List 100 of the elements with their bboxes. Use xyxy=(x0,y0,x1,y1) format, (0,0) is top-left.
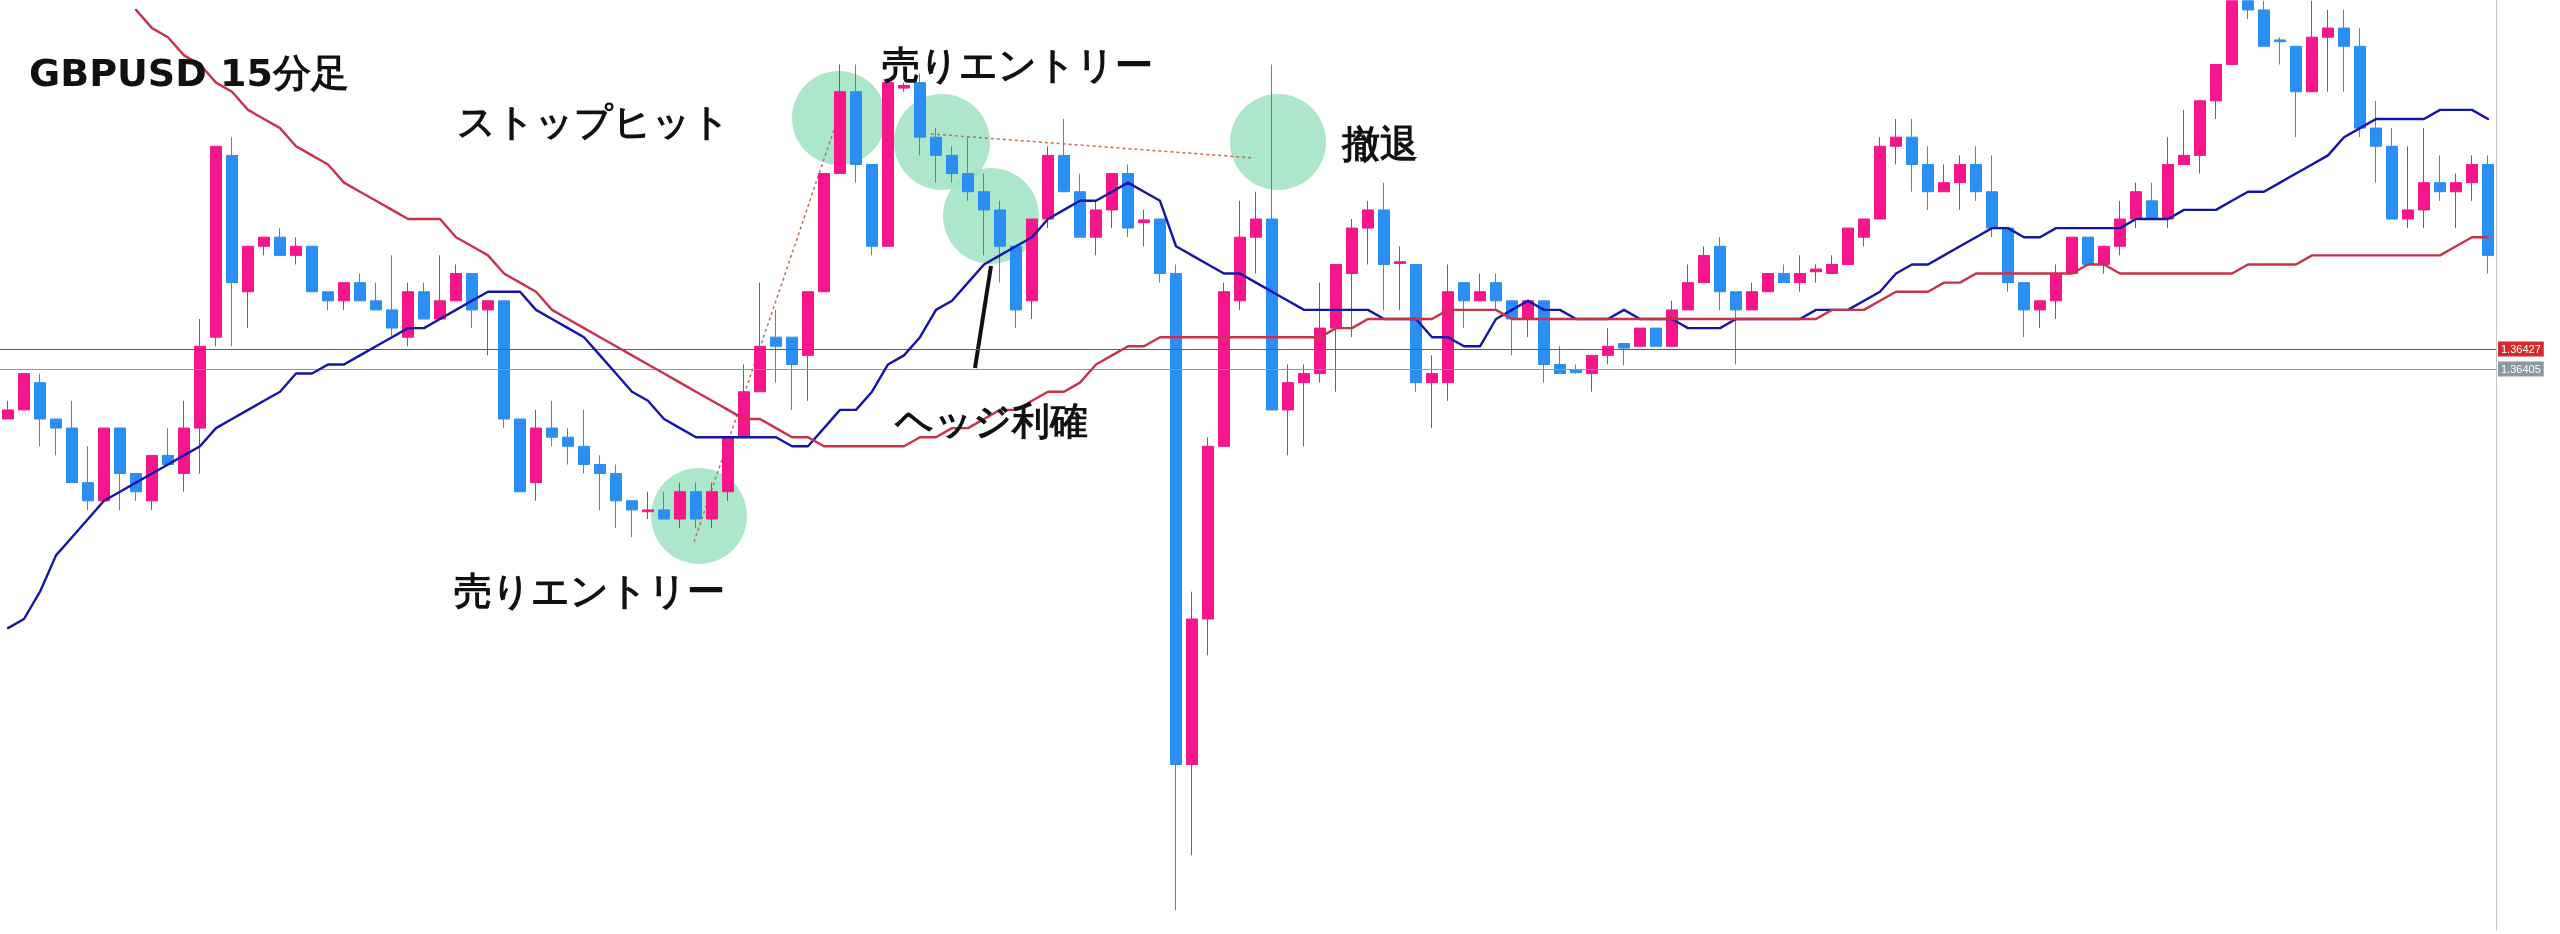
annotation: 売りエントリー xyxy=(882,43,1153,87)
candlestick xyxy=(658,491,670,520)
candlestick xyxy=(1714,236,1726,311)
candlestick xyxy=(2306,0,2318,93)
candlestick xyxy=(450,263,462,302)
candlestick xyxy=(818,173,830,293)
candlestick xyxy=(802,291,814,402)
y-tick-label: 1.36427 xyxy=(2501,343,2541,355)
candlestick xyxy=(1410,263,1422,393)
candlestick xyxy=(1330,263,1342,393)
candlestick xyxy=(2322,9,2334,93)
candlestick xyxy=(1730,291,1742,365)
candlestick xyxy=(1858,218,1870,247)
candlestick xyxy=(226,136,238,347)
candlestick xyxy=(546,400,558,447)
candlestick xyxy=(2418,127,2430,229)
candlestick xyxy=(2434,154,2446,202)
candlestick xyxy=(210,145,222,347)
candlestick xyxy=(466,273,478,329)
candlestick xyxy=(2178,109,2190,165)
candlestick xyxy=(1554,345,1566,375)
annotation: 売りエントリー xyxy=(454,569,725,613)
candlestick xyxy=(1922,145,1934,211)
candlestick xyxy=(514,418,526,493)
candlestick xyxy=(1138,209,1150,247)
candlestick xyxy=(2098,245,2110,275)
candlestick xyxy=(1426,354,1438,429)
candlestick xyxy=(834,63,846,175)
candlestick xyxy=(562,427,574,465)
candlestick xyxy=(306,245,318,293)
candlestick xyxy=(2370,100,2382,184)
text: GBPUSD 15分足 xyxy=(29,51,349,95)
candlestick xyxy=(2,400,14,420)
candlestick xyxy=(978,173,990,256)
candlestick xyxy=(2034,300,2046,329)
candlestick xyxy=(418,282,430,320)
candlestick xyxy=(2290,45,2302,138)
candlestick xyxy=(386,254,398,338)
candlestick xyxy=(578,409,590,475)
candlestick xyxy=(962,136,974,202)
candlestick xyxy=(2146,182,2158,220)
candlestick xyxy=(674,482,686,529)
candlestick xyxy=(82,445,94,511)
candlestick xyxy=(1186,591,1198,856)
candlestick xyxy=(1698,245,1710,284)
candlestick xyxy=(610,463,622,529)
candlestick xyxy=(66,400,78,484)
candlestick xyxy=(482,300,494,356)
candlestick xyxy=(1458,282,1470,329)
candlestick xyxy=(882,82,894,247)
candlestick xyxy=(1218,282,1230,447)
candlestick xyxy=(1746,282,1758,311)
candlestick xyxy=(770,309,782,384)
candlestick xyxy=(1298,363,1310,447)
candlestick xyxy=(354,273,366,302)
candlestick xyxy=(1378,182,1390,311)
y-tick-label: 1.36405 xyxy=(2501,363,2541,375)
candlestick xyxy=(1938,163,1950,193)
candlestick xyxy=(402,282,414,347)
candlestick xyxy=(258,236,270,256)
candlestick xyxy=(1346,218,1358,338)
candlestick xyxy=(2082,236,2094,265)
candlestick xyxy=(2050,263,2062,320)
candlestick xyxy=(1362,200,1374,265)
candlestick xyxy=(1010,245,1022,329)
candlestick xyxy=(930,127,942,184)
candlestick xyxy=(98,427,110,502)
candlestick xyxy=(994,200,1006,284)
candlestick xyxy=(786,336,798,411)
candlestick xyxy=(1042,145,1054,229)
candlestick xyxy=(322,291,334,311)
candlestick xyxy=(2354,27,2366,138)
candlestick xyxy=(754,282,766,393)
candlestick xyxy=(866,163,878,256)
candlestick xyxy=(2338,9,2350,93)
candlestick xyxy=(706,482,718,529)
candlestick xyxy=(178,400,190,493)
candlestick xyxy=(434,254,446,320)
candlestick xyxy=(290,236,302,265)
candlestick xyxy=(146,454,158,511)
candlestick xyxy=(2114,200,2126,256)
candlestick xyxy=(1026,218,1038,320)
candlestick xyxy=(530,409,542,502)
candlestick xyxy=(1602,327,1614,365)
candlestick xyxy=(2482,154,2494,275)
candlestick xyxy=(2402,145,2414,229)
candlestick xyxy=(1474,273,1486,302)
candlestick xyxy=(1794,254,1806,293)
candlestick xyxy=(594,454,606,511)
candlestick xyxy=(2450,173,2462,229)
candlestick xyxy=(1986,154,1998,238)
candlestick xyxy=(2258,0,2270,47)
annotation: ストップヒット xyxy=(457,100,730,144)
candlestick xyxy=(1762,273,1774,293)
candlestick xyxy=(1586,354,1598,393)
candlestick xyxy=(338,282,350,311)
candlestick xyxy=(274,227,286,256)
candlestick xyxy=(1826,254,1838,275)
candlestick xyxy=(1842,227,1854,265)
candlestick xyxy=(2066,236,2078,275)
